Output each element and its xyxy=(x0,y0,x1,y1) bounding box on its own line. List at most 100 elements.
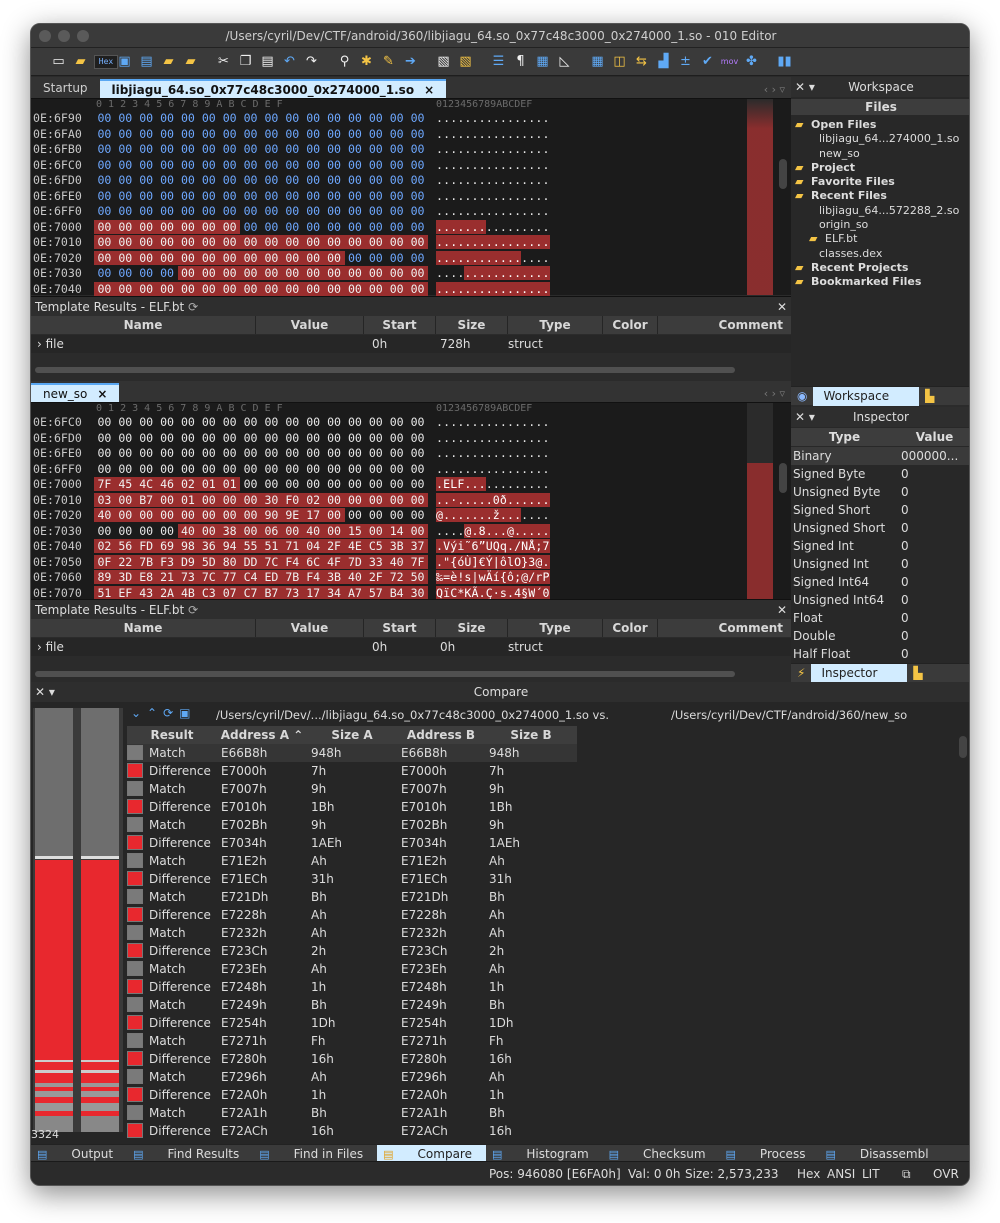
tab-histogram[interactable]: ▤ Histogram xyxy=(486,1145,603,1164)
project-icon[interactable]: ▰ xyxy=(185,54,196,69)
close-panel-icon[interactable]: ✕ ▾ xyxy=(35,685,55,699)
status-encoding[interactable]: ANSI xyxy=(827,1167,856,1181)
inspector-row[interactable]: Unsigned Int 0 xyxy=(791,555,969,573)
compare-row[interactable]: Difference E71ECh 31h E71ECh 31h xyxy=(127,870,577,888)
hex-row[interactable]: 0E:6FE0 00 00 00 00 00 00 00 00 00 00 00 00 00 00 00 00.… xyxy=(31,189,751,205)
col-name[interactable]: Name xyxy=(31,316,256,334)
hex-ascii[interactable]: ................ xyxy=(436,281,550,296)
hex-ascii[interactable]: ................ xyxy=(436,126,550,141)
checksum-tool-icon[interactable]: ± xyxy=(680,54,691,69)
script-icon[interactable]: ▧ xyxy=(459,54,472,69)
compare-row[interactable]: Difference E72A0h 1h E72A0h 1h xyxy=(127,1086,577,1104)
hex-row[interactable]: 0E:6FF0 00 00 00 00 00 00 00 00 00 00 00 00 00 00 00 00.… xyxy=(31,204,751,220)
inspector-row[interactable]: Signed Int64 0 xyxy=(791,573,969,591)
save-all-icon[interactable]: ▤ xyxy=(140,54,153,69)
tree-file[interactable]: origin_so xyxy=(795,218,969,232)
tab-libjiagu[interactable]: libjiagu_64.so_0x77c48c3000_0x274000_1.s… xyxy=(99,79,447,98)
zoom-window-button[interactable] xyxy=(77,30,89,42)
tree-folder[interactable]: ▰ Open Files xyxy=(795,118,969,132)
hex-ascii[interactable]: .. ·..... 0 ð...... xyxy=(436,492,550,507)
inspector-row[interactable]: Unsigned Int64 0 xyxy=(791,591,969,609)
hex-row[interactable]: 0E:6F90 00 00 00 00 00 00 00 00 00 00 00 00 00 00 00 00.… xyxy=(31,111,751,127)
compare-row[interactable]: Difference E7010h 1Bh E7010h 1Bh xyxy=(127,798,577,816)
inspector-row[interactable]: Signed Short 0 xyxy=(791,501,969,519)
hex-bytes[interactable]: 00 00 00 00 40 00 38 00 06 00 40 00 15 00 14 00 xyxy=(94,523,428,538)
tab-close-icon[interactable]: × xyxy=(97,387,108,401)
hex-row[interactable]: 0E:7010 00 00 00 00 00 00 00 00 00 00 00 00 00 00 00 00.… xyxy=(31,235,751,251)
compare-row[interactable]: Match E71E2h Ah E71E2h Ah xyxy=(127,852,577,870)
close-panel-icon[interactable]: ✕ xyxy=(776,300,787,314)
hex-bytes[interactable]: 51 EF 43 2A 4B C3 07 C7 B7 73 17 34 A7 57 B4 30 xyxy=(94,585,428,600)
check-icon[interactable]: ✔ xyxy=(702,54,713,69)
hex-ascii[interactable]: ................ xyxy=(436,219,550,234)
hex-ascii[interactable]: ................ xyxy=(436,204,550,218)
tab-startup[interactable]: Startup xyxy=(31,79,100,98)
hex-bytes[interactable]: 00 00 00 00 00 00 00 00 00 00 00 00 00 00 00 00 xyxy=(94,219,428,234)
hex-ascii[interactable]: ................ xyxy=(436,461,550,476)
tab-find-results[interactable]: ▤ Find Results xyxy=(127,1145,253,1164)
hex-row[interactable]: 0E:7020 00 00 00 00 00 00 00 00 00 00 00 00 00 00 00 00.… xyxy=(31,250,751,267)
hex-ascii[interactable]: ................ xyxy=(436,188,550,203)
tree-folder[interactable]: ▰ Favorite Files xyxy=(795,175,969,189)
compare-row[interactable]: Match E7296h Ah E7296h Ah xyxy=(127,1068,577,1086)
compare-row[interactable]: Difference E7228h Ah E7228h Ah xyxy=(127,906,577,924)
hex-bytes[interactable]: 00 00 00 00 00 00 00 00 00 00 00 00 00 00 00 00 xyxy=(97,446,425,460)
hex-row[interactable]: 0E:6FA0 00 00 00 00 00 00 00 00 00 00 00 00 00 00 00 00.… xyxy=(31,127,751,143)
tree-folder[interactable]: ▰ Recent Projects xyxy=(795,261,969,275)
hex-bytes[interactable]: 00 00 00 00 00 00 00 00 00 00 00 00 00 00 00 00 xyxy=(97,126,425,141)
template-hscroll-2[interactable] xyxy=(35,671,735,677)
hex-bytes[interactable]: 00 00 00 00 00 00 00 00 00 00 00 00 00 00 00 00 xyxy=(97,188,425,203)
hex-bytes[interactable]: 00 00 00 00 00 00 00 00 00 00 00 00 00 00 00 00 xyxy=(94,281,428,296)
status-mode[interactable]: Hex xyxy=(797,1167,821,1181)
hex-row[interactable]: 0E:7030 00 00 00 00 00 00 00 00 00 00 00 00 00 00 00 00.… xyxy=(31,266,751,282)
hex-row[interactable]: 0E:7030 00 00 00 00 40 00 38 00 06 00 40 00 15 00 14 00.… xyxy=(31,523,751,540)
col-size[interactable]: Size xyxy=(436,316,508,334)
hex-row[interactable]: 0E:7060 89 3D E8 21 73 7C 77 C4 ED 7B F4 3B 40 2F 72 50 ‰… xyxy=(31,570,751,586)
hex-bytes[interactable]: 00 00 00 00 00 00 00 00 00 00 00 00 00 00 00 00 xyxy=(97,142,425,156)
hex-ascii[interactable]: ................ xyxy=(436,266,550,280)
inspector-col-type[interactable]: Type xyxy=(828,430,861,444)
hex-ascii[interactable]: ................ xyxy=(436,446,550,460)
tree-file[interactable]: libjiagu_64...572288_2.so xyxy=(795,204,969,218)
compare-row[interactable]: Match E72A1h Bh E72A1h Bh xyxy=(127,1104,577,1122)
paste-icon[interactable]: ▤ xyxy=(261,54,274,69)
hex-editor-1[interactable]: 0 1 2 3 4 5 6 7 8 9 A B C D E F 01234567… xyxy=(31,99,791,296)
inspector-row[interactable]: Signed Int 0 xyxy=(791,537,969,555)
hex-bytes[interactable]: 00 00 00 00 00 00 00 00 00 00 00 00 00 00 00 00 xyxy=(97,204,425,218)
refresh-icon[interactable]: ⟳ xyxy=(188,603,199,617)
col-value[interactable]: Value xyxy=(256,619,364,637)
hex-ascii[interactable]: ................ xyxy=(436,142,550,156)
tab-disassembl[interactable]: ▤ Disassembl xyxy=(819,1145,942,1164)
bookmark-tab-icon[interactable]: ▙ xyxy=(913,666,923,680)
vertical-scrollbar[interactable] xyxy=(779,159,787,189)
hex-editor-2[interactable]: 0 1 2 3 4 5 6 7 8 9 A B C D E F 01234567… xyxy=(31,403,791,600)
cut-icon[interactable]: ✂ xyxy=(218,54,229,69)
hex-row[interactable]: 0E:6FB0 00 00 00 00 00 00 00 00 00 00 00 00 00 00 00 00.… xyxy=(31,142,751,158)
col-type[interactable]: Type xyxy=(508,316,603,334)
hex-bytes[interactable]: 03 00 B7 00 01 00 00 00 30 F0 02 00 00 00 00 00 xyxy=(94,492,428,507)
hex-row[interactable]: 0E:7010 03 00 B7 00 01 00 00 00 30 F0 02 00 00 00 00 00.… xyxy=(31,492,751,509)
hex-row[interactable]: 0E:6FC0 00 00 00 00 00 00 00 00 00 00 00 00 00 00 00 00.… xyxy=(31,415,751,431)
hex-ascii[interactable]: @....... ž....... xyxy=(436,508,550,522)
hex-ascii[interactable]: ................ xyxy=(436,250,550,265)
hex-ascii[interactable]: ................ xyxy=(436,111,550,125)
hex-row[interactable]: 0E:7000 00 00 00 00 00 00 00 00 00 00 00 00 00 00 00 00.… xyxy=(31,219,751,236)
status-lock-icon[interactable]: ⧉ xyxy=(902,1167,911,1181)
close-panel-icon[interactable]: ✕ ▾ xyxy=(795,80,815,94)
inspector-row[interactable]: Binary 000000... xyxy=(791,447,969,465)
col-result[interactable]: Result xyxy=(150,728,194,742)
hex-row[interactable]: 0E:7000 7F 45 4C 46 02 01 01 00 00 00 00 00 00 00 00 00.… xyxy=(31,477,751,493)
redo-icon[interactable]: ↷ xyxy=(306,54,317,69)
hex-bytes[interactable]: 7F 45 4C 46 02 01 01 00 00 00 00 00 00 00 00 00 xyxy=(94,477,428,491)
tab-process[interactable]: ▤ Process xyxy=(720,1145,820,1164)
col-comment[interactable]: Comment xyxy=(718,318,783,332)
col-color[interactable]: Color xyxy=(603,316,658,334)
goto-icon[interactable]: ✎ xyxy=(383,54,394,69)
col-start[interactable]: Start xyxy=(364,316,436,334)
plugin-icon[interactable]: ✤ xyxy=(746,54,757,69)
tab-new-so[interactable]: new_so × xyxy=(31,383,120,402)
col-start[interactable]: Start xyxy=(364,619,436,637)
